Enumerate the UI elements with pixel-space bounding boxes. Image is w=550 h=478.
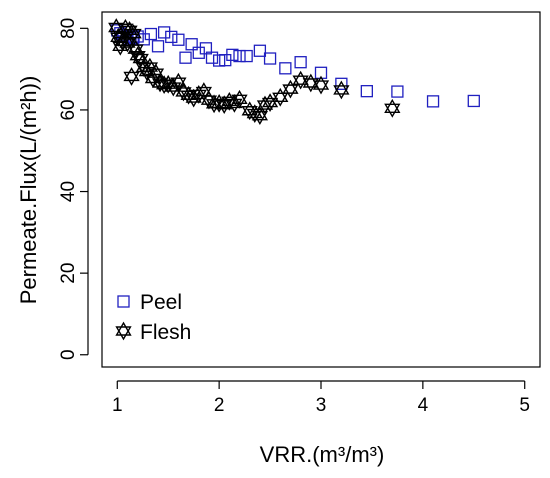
x-tick-label: 4 [418, 395, 429, 416]
axes: 1 2 3 4 5 0 20 40 60 80 [58, 18, 530, 416]
peel-point [151, 40, 165, 53]
flesh-point [272, 87, 289, 107]
peel-point [144, 27, 158, 41]
flesh-point [312, 75, 330, 95]
legend-flesh-marker [115, 321, 132, 341]
plot-frame [101, 11, 541, 368]
flesh-point [292, 70, 309, 90]
peel-point [253, 44, 267, 57]
legend-peel-marker [117, 295, 130, 308]
legend-flesh-label: Flesh [140, 321, 191, 344]
y-tick-label: 0 [58, 349, 79, 360]
peel-point [360, 85, 373, 98]
peel-point [179, 51, 192, 64]
flesh-point [282, 79, 299, 99]
peel-point [205, 51, 219, 64]
peel-point [226, 48, 239, 61]
legend-peel-label: Peel [140, 291, 182, 314]
y-tick-label: 80 [58, 18, 79, 39]
peel-point [165, 30, 178, 44]
x-tick-label: 3 [316, 395, 327, 416]
flesh-point [251, 106, 269, 126]
flesh-point [170, 72, 187, 92]
x-axis-label: VRR.(m³/m³) [260, 442, 385, 467]
y-tick-label: 60 [58, 99, 79, 120]
y-axis-label: Permeate.Flux(L/(m²h)) [16, 76, 41, 305]
peel-point [172, 33, 185, 46]
y-tick-label: 20 [58, 263, 79, 284]
peel-point [279, 62, 292, 75]
data-points [108, 18, 480, 126]
flesh-point [333, 80, 350, 100]
legend: Peel Flesh [115, 291, 191, 344]
flesh-point [125, 24, 142, 44]
y-tick-label: 40 [58, 181, 79, 202]
peel-point [185, 38, 198, 51]
x-tick-label: 5 [519, 395, 530, 416]
flesh-point [231, 89, 248, 109]
peel-point [157, 26, 171, 39]
x-tick-label: 1 [112, 395, 123, 416]
peel-point [192, 46, 205, 59]
flesh-point [129, 46, 146, 66]
peel-point [467, 94, 480, 108]
peel-point [263, 52, 277, 65]
flesh-point [123, 67, 140, 86]
peel-point [335, 77, 348, 90]
flesh-point [384, 98, 401, 118]
peel-point [240, 49, 253, 63]
peel-point [233, 49, 246, 63]
x-tick-label: 2 [214, 395, 225, 416]
peel-point [391, 85, 404, 98]
peel-point [426, 95, 440, 108]
peel-point [294, 56, 307, 69]
